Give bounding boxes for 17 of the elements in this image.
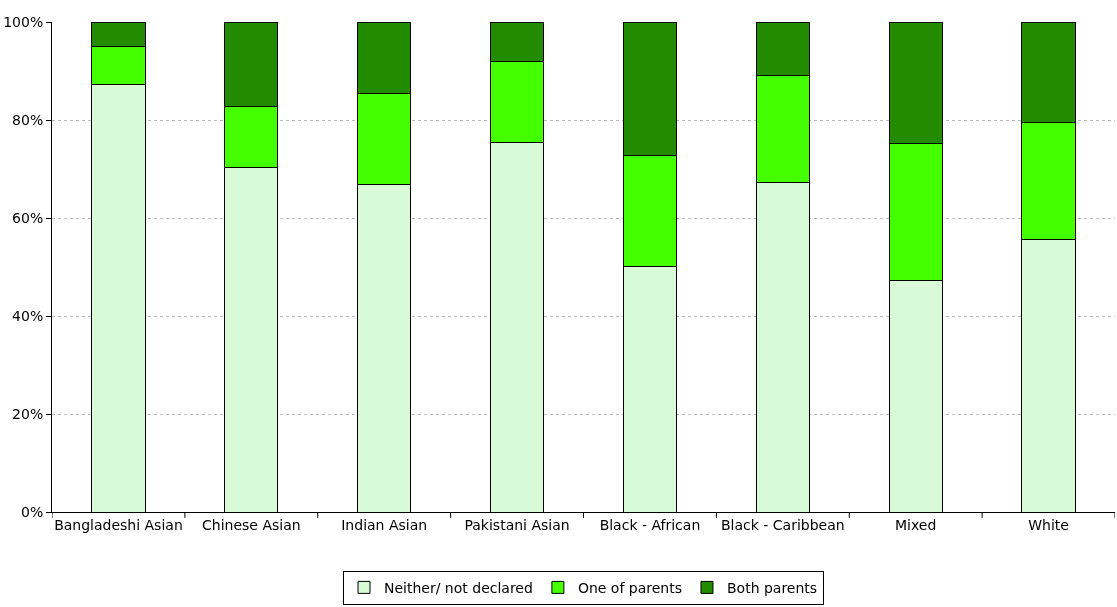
- x-tick-label: Chinese Asian: [202, 516, 301, 533]
- x-tick-label: Mixed: [895, 516, 937, 533]
- x-tick-label: Indian Asian: [341, 516, 428, 533]
- legend-label: Both parents: [726, 579, 818, 596]
- y-tick-label: 40%: [12, 307, 44, 324]
- y-tick-label: 60%: [12, 209, 44, 226]
- x-tick-label: Pakistani Asian: [464, 516, 570, 533]
- x-tick-label: Black - African: [599, 516, 701, 533]
- y-tick-label: 0%: [20, 503, 44, 520]
- x-tick-label: White: [1028, 516, 1069, 533]
- y-tick-label: 80%: [12, 111, 44, 128]
- legend-label: Neither/ not declared: [384, 579, 533, 596]
- x-tick-label: Black - Caribbean: [720, 516, 845, 533]
- y-tick-label: 20%: [12, 405, 44, 422]
- y-tick-label: 100%: [3, 13, 44, 30]
- legend-label: One of parents: [577, 579, 682, 596]
- x-tick-label: Bangladeshi Asian: [54, 516, 183, 533]
